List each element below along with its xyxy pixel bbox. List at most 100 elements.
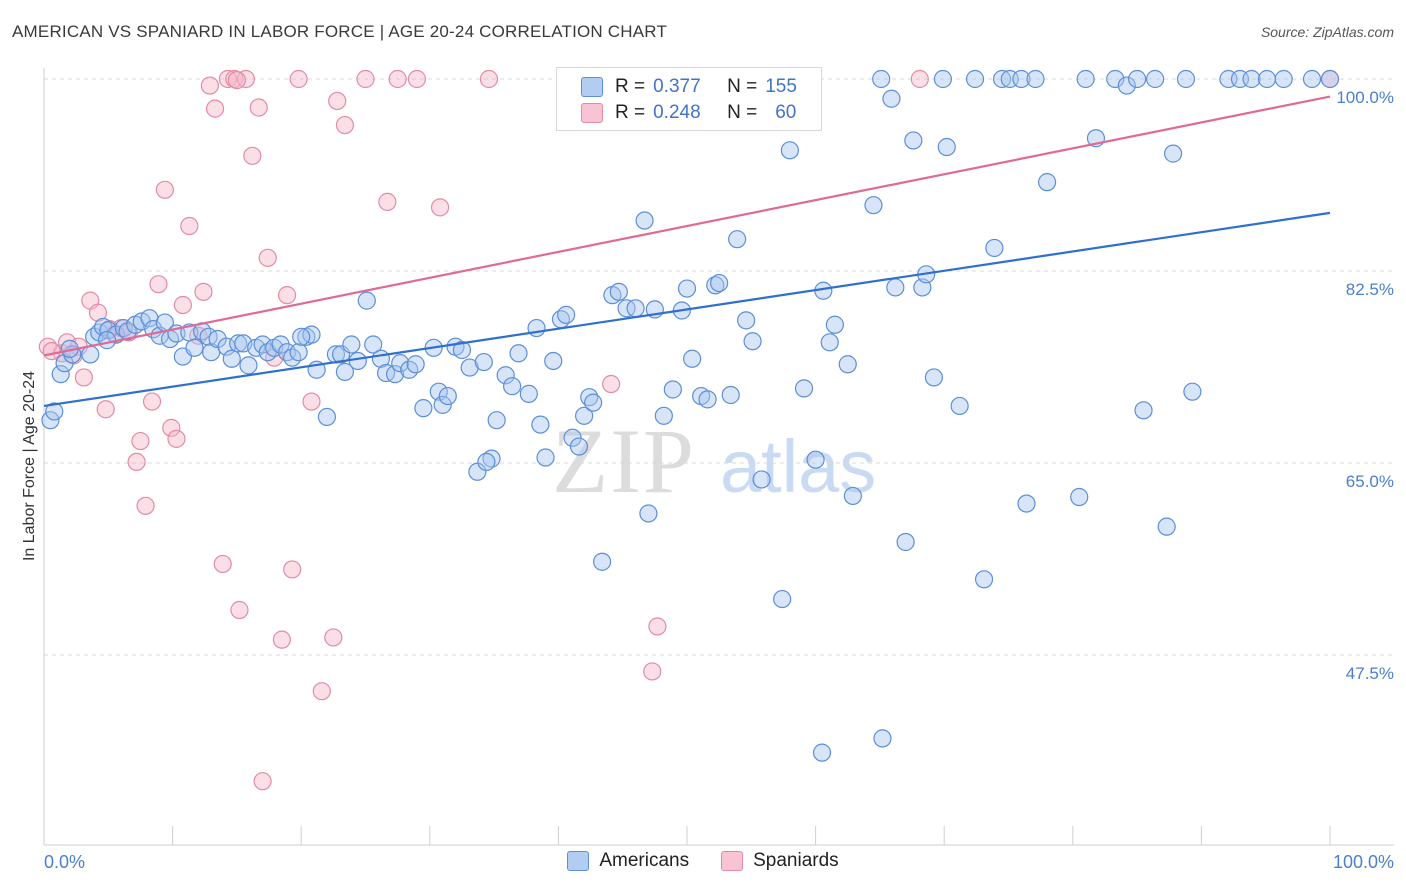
spaniards-point xyxy=(302,392,321,411)
americans-point xyxy=(317,407,337,427)
spaniards-point xyxy=(155,180,174,199)
legend-item-spaniards[interactable]: Spaniards xyxy=(721,850,839,872)
spaniards-point xyxy=(388,69,407,89)
americans-point xyxy=(806,450,825,469)
americans-legend-label: Americans xyxy=(599,850,690,871)
americans-point xyxy=(965,69,985,89)
americans-point xyxy=(1070,487,1089,507)
americans-point xyxy=(1127,69,1147,89)
spaniards-r-label: R = xyxy=(615,102,646,123)
americans-point xyxy=(1017,494,1036,513)
americans-r-value: 0.377 xyxy=(653,76,701,97)
americans-trend-line xyxy=(43,211,1331,408)
americans-point xyxy=(391,354,410,373)
spaniards-legend-swatch xyxy=(721,851,744,871)
spaniards-point xyxy=(648,617,667,636)
spaniards-swatch xyxy=(581,103,603,123)
americans-point xyxy=(743,332,762,351)
americans-point xyxy=(626,299,645,318)
chart-title: AMERICAN VS SPANIARD IN LABOR FORCE | AG… xyxy=(12,22,668,41)
americans-point xyxy=(364,335,383,354)
americans-point xyxy=(737,311,756,330)
americans-point xyxy=(519,384,538,403)
trend-lines xyxy=(43,95,1331,408)
spaniards-point xyxy=(277,286,297,305)
spaniards-point xyxy=(42,341,61,361)
americans-point xyxy=(1302,69,1322,89)
americans-point xyxy=(468,462,487,481)
source-credit: Source: ZipAtlas.com xyxy=(1260,24,1394,40)
spaniards-point xyxy=(162,418,181,437)
americans-point xyxy=(843,486,862,506)
spaniards-point xyxy=(407,69,427,89)
americans-point xyxy=(536,448,555,467)
americans-point xyxy=(342,335,361,354)
americans-point xyxy=(1106,69,1125,89)
legend-row-spaniards: R = 0.248 N = 60 xyxy=(581,100,796,126)
americans-point xyxy=(1164,144,1183,163)
axes xyxy=(43,68,1394,846)
americans-point xyxy=(1183,382,1202,401)
americans-swatch xyxy=(581,77,603,97)
americans-point xyxy=(683,349,702,368)
americans-point xyxy=(97,331,117,350)
spaniards-n-label: N = xyxy=(727,102,758,123)
americans-point xyxy=(924,368,944,387)
watermark-zip: ZIP xyxy=(552,410,696,512)
americans-point xyxy=(794,379,814,398)
americans-point xyxy=(872,69,891,89)
americans-point xyxy=(904,131,923,150)
americans-point xyxy=(584,393,603,412)
americans-point xyxy=(752,470,771,489)
spaniards-point xyxy=(328,91,347,111)
x-tick-label-min: 0.0% xyxy=(44,852,86,872)
spaniards-r-value: 0.248 xyxy=(653,102,701,123)
americans-point xyxy=(474,352,493,372)
americans-point xyxy=(593,552,612,571)
americans-point xyxy=(663,380,682,399)
americans-point xyxy=(698,390,717,409)
americans-point xyxy=(1320,69,1340,89)
spaniards-point xyxy=(127,452,146,472)
spaniards-point xyxy=(213,554,232,574)
americans-point xyxy=(1242,69,1261,89)
americans-point xyxy=(1274,69,1293,89)
spaniards-point xyxy=(131,431,150,451)
americans-point xyxy=(292,327,311,346)
spaniards-point xyxy=(205,99,225,118)
spaniards-point xyxy=(167,429,186,448)
spaniards-point xyxy=(249,98,268,117)
americans-point xyxy=(710,273,729,293)
spaniards-point xyxy=(142,392,162,411)
americans-point xyxy=(974,570,994,589)
americans-point xyxy=(185,338,204,357)
americans-point xyxy=(557,305,576,324)
americans-point xyxy=(406,355,425,374)
spaniards-point xyxy=(283,560,302,579)
americans-point xyxy=(825,315,844,334)
americans-point xyxy=(1146,69,1165,89)
spaniards-point xyxy=(173,295,192,315)
spaniards-point xyxy=(88,303,108,322)
americans-point xyxy=(1076,69,1095,89)
spaniards-point xyxy=(136,496,155,515)
americans-point xyxy=(531,415,550,434)
spaniards-points xyxy=(38,69,1340,791)
spaniards-point xyxy=(289,69,308,89)
americans-point xyxy=(45,402,64,421)
americans-point xyxy=(992,69,1012,89)
legend-item-americans[interactable]: Americans xyxy=(567,850,689,872)
spaniards-point xyxy=(180,216,199,236)
americans-point xyxy=(882,89,901,108)
spaniards-point xyxy=(272,630,292,649)
series-legend: Americans Spaniards xyxy=(0,850,1406,872)
americans-point xyxy=(414,399,433,418)
americans-r-label: R = xyxy=(615,76,646,97)
americans-point xyxy=(873,729,892,748)
spaniards-legend-label: Spaniards xyxy=(753,850,839,871)
spaniards-point xyxy=(74,368,93,387)
americans-point xyxy=(527,318,546,338)
correlation-legend: R = 0.377 N = 155 R = 0.248 N = 60 xyxy=(556,67,822,131)
spaniards-point xyxy=(96,400,115,419)
